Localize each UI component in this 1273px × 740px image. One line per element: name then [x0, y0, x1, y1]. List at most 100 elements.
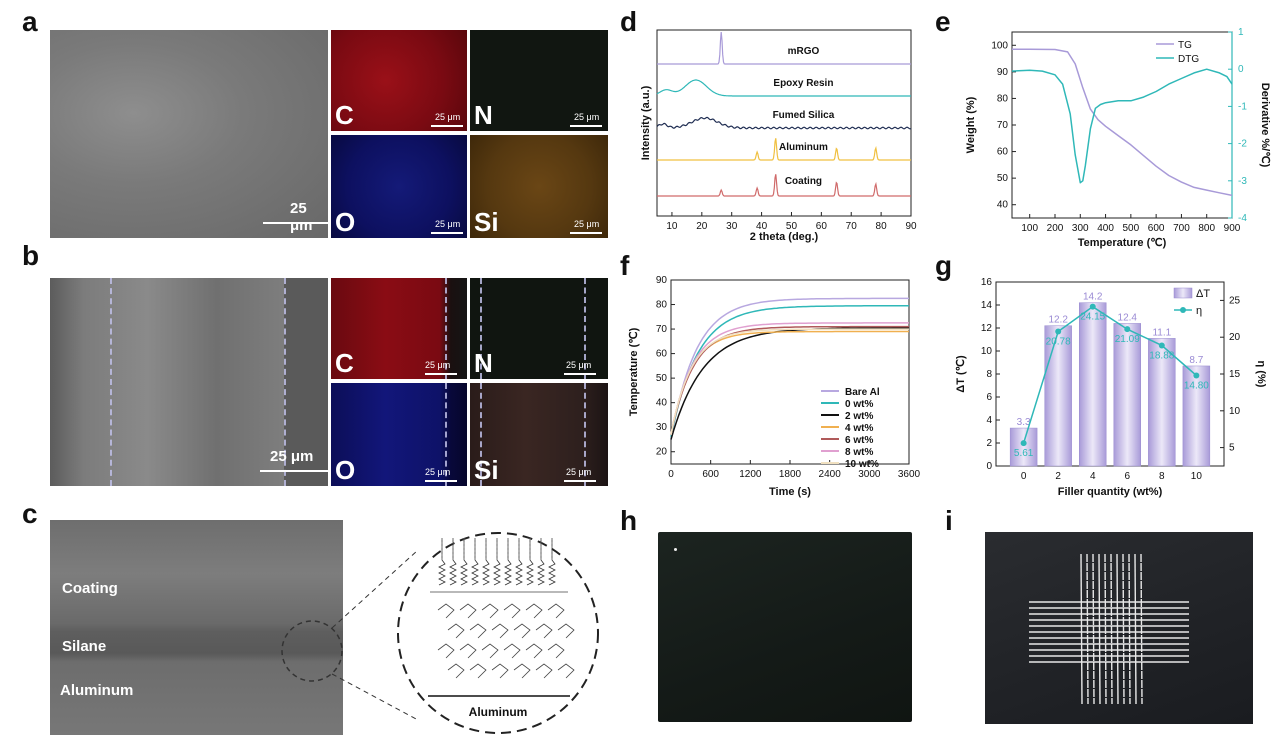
- y-tick-label: 90: [656, 275, 668, 286]
- x-tick-label: 30: [726, 221, 738, 232]
- silane-chain: [504, 538, 512, 586]
- x-tick-label: 1800: [779, 469, 802, 480]
- silane-chain: [537, 538, 545, 586]
- y-axis-label: Weight (%): [965, 96, 977, 153]
- photo-i-crosshatch: [985, 532, 1253, 724]
- y-tick-label: 0: [986, 461, 992, 472]
- y-tick-label: 50: [656, 373, 668, 384]
- eta-value-label: 14.80: [1184, 380, 1209, 391]
- panel-label-i: i: [945, 505, 953, 536]
- legend-label: TG: [1178, 40, 1192, 51]
- y-tick-label: 20: [656, 447, 668, 458]
- scratch-vertical: [1140, 553, 1143, 705]
- scalebar-b: [260, 470, 328, 472]
- x-tick-label: 900: [1224, 223, 1241, 234]
- element-label: C: [335, 100, 354, 130]
- siloxane-network: [503, 603, 521, 619]
- x-tick-label: 0: [668, 469, 674, 480]
- silane-chain: [438, 538, 446, 586]
- y2-tick-label: -1: [1238, 101, 1247, 112]
- boundary-line: [584, 383, 586, 486]
- series-line-aluminum: [657, 138, 911, 161]
- y-tick-label: 14: [981, 300, 993, 311]
- eta-point: [1055, 328, 1062, 335]
- siloxane-network: [513, 623, 531, 639]
- y-axis-label: Intensity (a.u.): [640, 85, 652, 160]
- y-axis-label: ΔT (℃): [955, 355, 967, 393]
- eds-map-b-o: O 25 μm: [331, 383, 467, 486]
- siloxane-network: [547, 603, 565, 619]
- x-tick-label: 60: [816, 221, 828, 232]
- y-tick-label: 8: [986, 369, 992, 380]
- boundary-line: [445, 278, 447, 379]
- molecular-chains: [430, 538, 575, 679]
- silane-chain: [526, 538, 534, 586]
- scalebar-label: 25 μm: [425, 467, 451, 477]
- x-tick-label: 6: [1124, 471, 1130, 482]
- eta-point: [1124, 326, 1131, 333]
- panel-label-h: h: [620, 505, 638, 536]
- zoom-circle-large: [397, 532, 599, 734]
- series-line-0-wtpct: [670, 305, 909, 438]
- x-tick-label: 800: [1198, 223, 1215, 234]
- legend-label: 0 wt%: [845, 399, 873, 410]
- series-label: Coating: [785, 176, 822, 187]
- panel-label-e: e: [935, 6, 951, 37]
- x-tick-label: 70: [846, 221, 858, 232]
- y-tick-label: 16: [981, 277, 993, 288]
- siloxane-network: [535, 623, 553, 639]
- siloxane-network: [459, 603, 477, 619]
- silane-chain: [548, 538, 556, 586]
- y-tick-label: 70: [997, 120, 1009, 131]
- x-tick-label: 8: [1159, 471, 1165, 482]
- silane-chain: [471, 538, 479, 586]
- siloxane-network: [513, 663, 531, 679]
- series-line-dtg: [1011, 68, 1233, 184]
- x-axis-label: Filler quantity (wt%): [1058, 486, 1163, 498]
- bar-deltaT: [1113, 323, 1141, 467]
- legend-label: 4 wt%: [845, 423, 873, 434]
- x-tick-label: 40: [756, 221, 768, 232]
- silane-schematic: Aluminum: [281, 532, 599, 734]
- substrate-region: [284, 278, 328, 486]
- eds-map-b-c: C 25 μm: [331, 278, 467, 379]
- siloxane-network: [459, 643, 477, 659]
- scalebar-label: 25 μm: [574, 219, 600, 229]
- chart-f-heating: 0 600 1200 1800 2400 3000 3600 20 30 40 50 60 70 80 90…: [628, 275, 921, 498]
- scalebar: [564, 373, 596, 375]
- x-tick-label: 0: [1021, 471, 1027, 482]
- series-label: Epoxy Resin: [773, 78, 833, 89]
- zoom-line: [331, 673, 419, 721]
- x-tick-label: 600: [1148, 223, 1165, 234]
- x-axis-label: Time (s): [769, 486, 811, 498]
- y-tick-label: 80: [656, 300, 668, 311]
- y2-tick-label: 20: [1229, 332, 1241, 343]
- y2-tick-label: 1: [1238, 28, 1244, 38]
- x-tick-label: 10: [666, 221, 678, 232]
- y-tick-label: 40: [997, 200, 1009, 211]
- legend-swatch-bar: [1173, 287, 1193, 299]
- siloxane-network: [491, 623, 509, 639]
- y-tick-label: 12: [981, 323, 993, 334]
- layer-label-silane: Silane: [62, 638, 107, 655]
- eds-map-a-si: Si 25 μm: [470, 135, 608, 238]
- scratch-vertical: [1080, 553, 1083, 705]
- zoom-line: [331, 549, 419, 629]
- bar-value-label: 3.3: [1017, 417, 1031, 428]
- layer-label-aluminum: Aluminum: [60, 682, 134, 699]
- x-tick-label: 20: [696, 221, 708, 232]
- y2-tick-label: -4: [1238, 213, 1247, 224]
- chart-d-xrd: mRGO Epoxy Resin Fumed Silica Aluminum Coati…: [640, 29, 917, 243]
- series-label: Fumed Silica: [773, 110, 835, 121]
- series-line-mrgo: [657, 31, 911, 65]
- element-label: O: [335, 207, 356, 237]
- y2-tick-label: 10: [1229, 406, 1241, 417]
- series-label: mRGO: [788, 46, 820, 57]
- siloxane-network: [447, 623, 465, 639]
- y2-tick-label: 0: [1238, 64, 1244, 75]
- siloxane-network: [525, 603, 543, 619]
- x-axis-label: 2 theta (deg.): [750, 231, 819, 243]
- scalebar-label: 25 μm: [574, 112, 600, 122]
- bar-value-label: 12.4: [1118, 312, 1138, 323]
- bar-deltaT: [1044, 325, 1072, 467]
